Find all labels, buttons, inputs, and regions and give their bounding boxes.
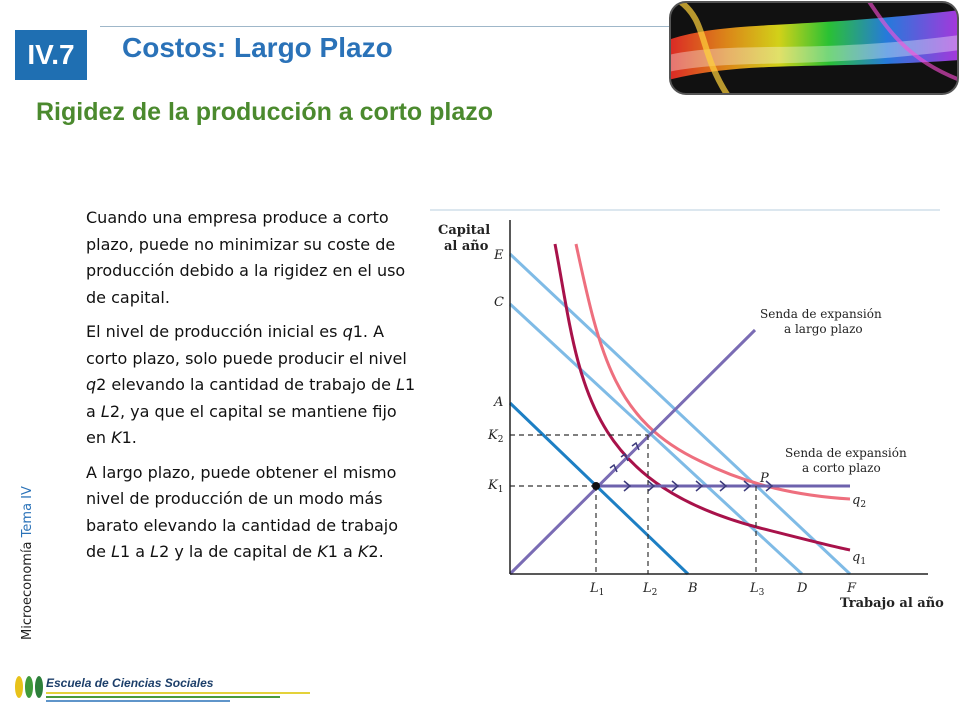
isocost-line-EF [508, 252, 852, 576]
label-P: P [759, 471, 769, 486]
label-K1: K1 [487, 478, 503, 495]
isoquant-q2 [574, 243, 851, 501]
cost-diagram: Capital al año Trabajo al año E C A K2 K… [430, 209, 944, 611]
label-K2: K2 [487, 428, 503, 445]
label-C: C [494, 295, 504, 310]
footer-logo: Escuela de Ciencias Sociales [10, 672, 330, 708]
slide-subtitle: Rigidez de la producción a corto plazo [36, 98, 493, 126]
long-run-arrows [609, 441, 640, 473]
header-rule [100, 26, 670, 27]
course-name: Microeconomía [20, 541, 35, 640]
sr-path-label-2: a corto plazo [802, 461, 881, 475]
section-badge: IV.7 [15, 30, 87, 80]
isoquant-q1 [553, 243, 851, 552]
decorative-header-image [669, 1, 959, 95]
short-run-arrows [623, 480, 774, 492]
paragraph-2: El nivel de producción inicial es q1. A … [86, 322, 416, 447]
label-E: E [493, 248, 504, 263]
school-name: Escuela de Ciencias Sociales [46, 676, 214, 690]
label-F: F [846, 581, 857, 596]
dashed-guides [510, 434, 757, 574]
label-q1: q1 [852, 550, 866, 567]
label-A: A [493, 395, 503, 410]
label-B: B [687, 581, 698, 596]
paragraph-3: A largo plazo, puede obtener el mismo ni… [86, 462, 399, 562]
sr-path-label-1: Senda de expansión [785, 446, 907, 460]
isocost-line-CD [508, 302, 804, 576]
label-L3: L3 [749, 581, 765, 598]
lr-path-label-2: a largo plazo [784, 322, 863, 336]
y-axis-title-line2: al año [444, 239, 489, 254]
body-text: Cuando una empresa produce a corto plazo… [86, 205, 421, 574]
paragraph-1: Cuando una empresa produce a corto plazo… [86, 208, 406, 307]
slide-title: Costos: Largo Plazo [122, 32, 393, 63]
school-leaf-icon [15, 676, 310, 702]
x-axis-title: Trabajo al año [840, 596, 944, 611]
long-run-expansion-path [508, 328, 757, 576]
course-side-label: Microeconomía Tema IV [20, 486, 35, 640]
lr-path-label-1: Senda de expansión [760, 307, 882, 321]
initial-point [592, 482, 600, 490]
topic-name: Tema IV [20, 486, 35, 538]
label-D: D [796, 581, 808, 596]
label-L2: L2 [642, 581, 657, 598]
label-q2: q2 [852, 493, 866, 510]
y-axis-title-line1: Capital [438, 223, 490, 238]
label-L1: L1 [589, 581, 604, 598]
